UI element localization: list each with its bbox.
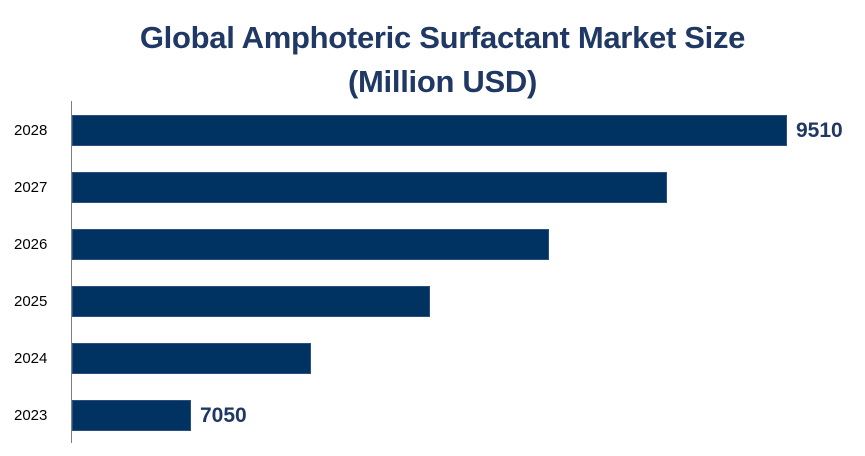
bar xyxy=(72,400,191,431)
y-tick-label: 2025 xyxy=(14,293,48,310)
bar xyxy=(72,115,787,146)
y-tick-label: 2028 xyxy=(14,122,48,139)
bar xyxy=(72,172,668,203)
bar xyxy=(72,229,550,260)
y-axis-line xyxy=(71,101,72,443)
y-tick-label: 2026 xyxy=(14,236,48,253)
chart-title: Global Amphoteric Surfactant Market Size… xyxy=(0,16,865,104)
chart-title-line2: (Million USD) xyxy=(348,64,537,99)
y-tick-label: 2023 xyxy=(14,407,48,424)
bar xyxy=(72,286,431,317)
data-label: 7050 xyxy=(200,404,247,427)
y-tick-label: 2024 xyxy=(14,350,48,367)
chart-title-line1: Global Amphoteric Surfactant Market Size xyxy=(139,20,746,55)
y-tick-label: 2027 xyxy=(14,179,48,196)
bar xyxy=(72,343,312,374)
data-label: 9510 xyxy=(796,119,843,142)
